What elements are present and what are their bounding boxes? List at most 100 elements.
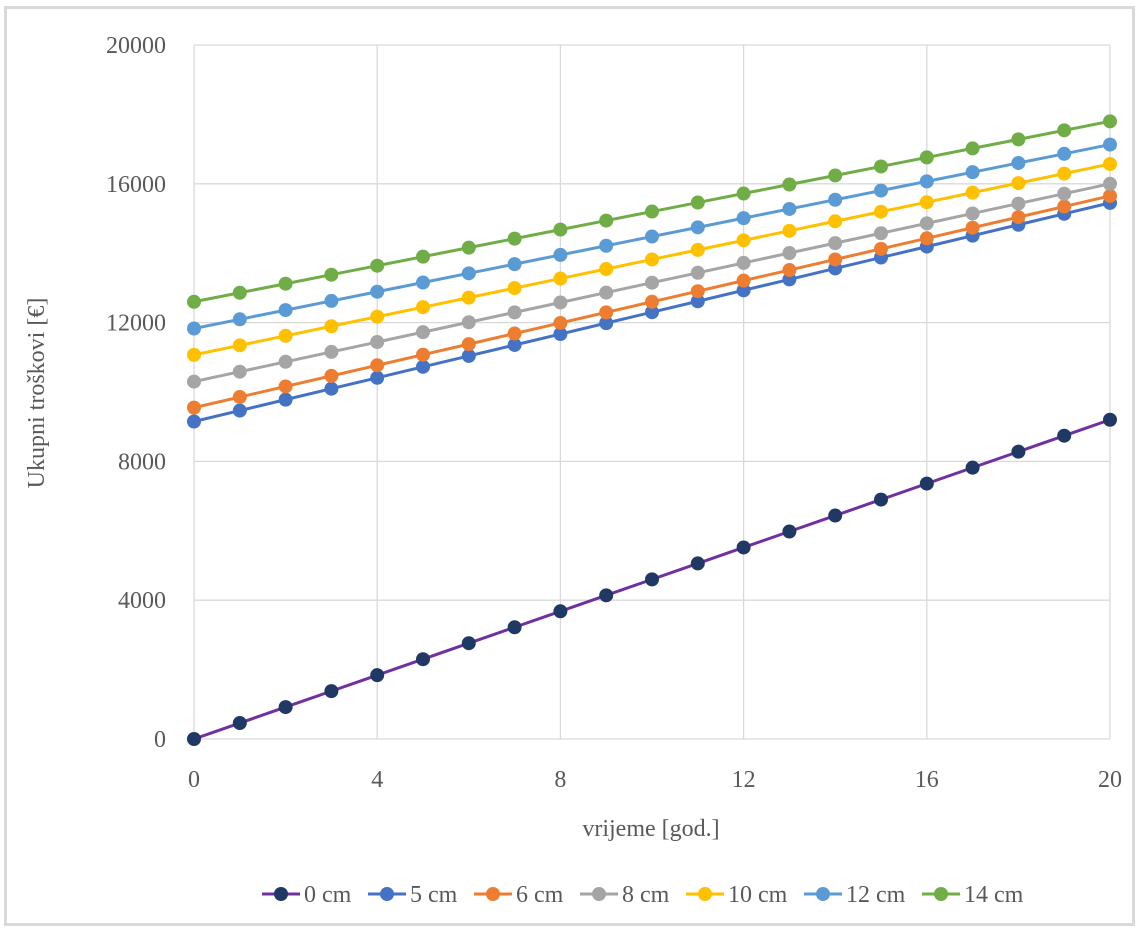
data-point (461, 337, 476, 352)
data-point (507, 337, 522, 352)
data-point (599, 238, 614, 253)
data-point (553, 315, 568, 330)
data-point (1103, 412, 1117, 427)
data-point (278, 328, 293, 343)
legend-marker (380, 887, 394, 901)
legend-item: 0 cm (262, 882, 352, 908)
legend-label: 0 cm (304, 882, 352, 908)
data-point (416, 359, 430, 374)
data-point (232, 716, 247, 731)
data-point (828, 168, 843, 183)
data-point (645, 275, 659, 290)
data-point (919, 476, 934, 491)
data-point (370, 284, 385, 299)
y-tick-label: 12000 (106, 311, 166, 337)
data-point (874, 226, 888, 241)
series-8-cm (187, 176, 1117, 389)
data-point (874, 492, 888, 507)
data-point (324, 267, 339, 282)
x-tick-label: 0 (188, 767, 200, 793)
x-tick-label: 12 (732, 767, 756, 793)
data-point (187, 732, 201, 746)
data-point (232, 403, 247, 418)
series-0-cm (187, 412, 1117, 746)
data-point (599, 305, 614, 320)
data-point (965, 165, 980, 180)
data-point (690, 242, 705, 257)
legend: 0 cm 5 cm 6 cm 8 cm 10 cm 12 cm 14 cm (262, 882, 1024, 908)
legend-label: 8 cm (622, 882, 670, 908)
data-point (782, 246, 797, 261)
data-point (690, 265, 705, 280)
data-point (1057, 199, 1072, 214)
data-point (1011, 132, 1026, 147)
data-point (324, 368, 339, 383)
tick-labels: 0 4000 8000 12000 16000 20000 0 4 8 12 16 20 (106, 33, 1122, 793)
data-point (1011, 155, 1026, 170)
data-point (187, 414, 201, 429)
data-point (187, 294, 201, 309)
data-point (507, 281, 522, 296)
data-point (736, 211, 751, 226)
data-point (1011, 210, 1026, 225)
data-point (232, 390, 247, 405)
data-point (1057, 186, 1072, 201)
legend-label: 6 cm (516, 882, 564, 908)
legend-marker (274, 887, 288, 901)
data-point (645, 294, 659, 309)
data-point (553, 604, 568, 619)
data-point (782, 201, 797, 216)
grid-lines (193, 44, 1111, 740)
legend-item: 8 cm (580, 882, 670, 908)
legend-label: 10 cm (728, 882, 788, 908)
data-point (736, 273, 751, 288)
legend-item: 6 cm (474, 882, 564, 908)
x-axis-title: vrijeme [god.] (582, 816, 719, 842)
data-point (1103, 176, 1117, 191)
data-point (874, 159, 888, 174)
data-point (782, 223, 797, 238)
data-point (828, 214, 843, 229)
legend-item: 14 cm (922, 882, 1024, 908)
data-point (782, 177, 797, 192)
legend-label: 14 cm (964, 882, 1024, 908)
data-point (828, 252, 843, 267)
data-point (553, 327, 568, 342)
data-point (965, 185, 980, 200)
data-point (782, 524, 797, 539)
data-point (645, 204, 659, 219)
data-point (324, 344, 339, 359)
data-point (1057, 166, 1072, 181)
series-6-cm (187, 188, 1117, 415)
data-point (1057, 123, 1072, 138)
data-point (599, 316, 614, 331)
y-axis-title: Ukupni troškovi [€] (24, 298, 50, 489)
data-point (690, 284, 705, 299)
data-point (965, 460, 980, 475)
data-point (919, 216, 934, 231)
data-point (736, 540, 751, 555)
legend-marker (486, 887, 500, 901)
legend-marker (934, 887, 948, 901)
data-point (461, 315, 476, 330)
data-point (278, 276, 293, 291)
data-point (187, 400, 201, 415)
data-point (645, 305, 659, 320)
y-tick-label: 8000 (118, 449, 166, 475)
data-point (507, 231, 522, 246)
data-point (1057, 146, 1072, 161)
legend-marker (592, 887, 606, 901)
data-point (828, 508, 843, 523)
data-point (370, 309, 385, 324)
data-point (874, 183, 888, 198)
data-point (919, 195, 934, 210)
y-tick-label: 20000 (106, 33, 166, 59)
data-point (1103, 137, 1117, 152)
data-point (461, 636, 476, 651)
data-point (553, 295, 568, 310)
data-point (187, 321, 201, 336)
x-tick-label: 16 (915, 767, 939, 793)
data-point (187, 347, 201, 362)
data-point (553, 222, 568, 237)
